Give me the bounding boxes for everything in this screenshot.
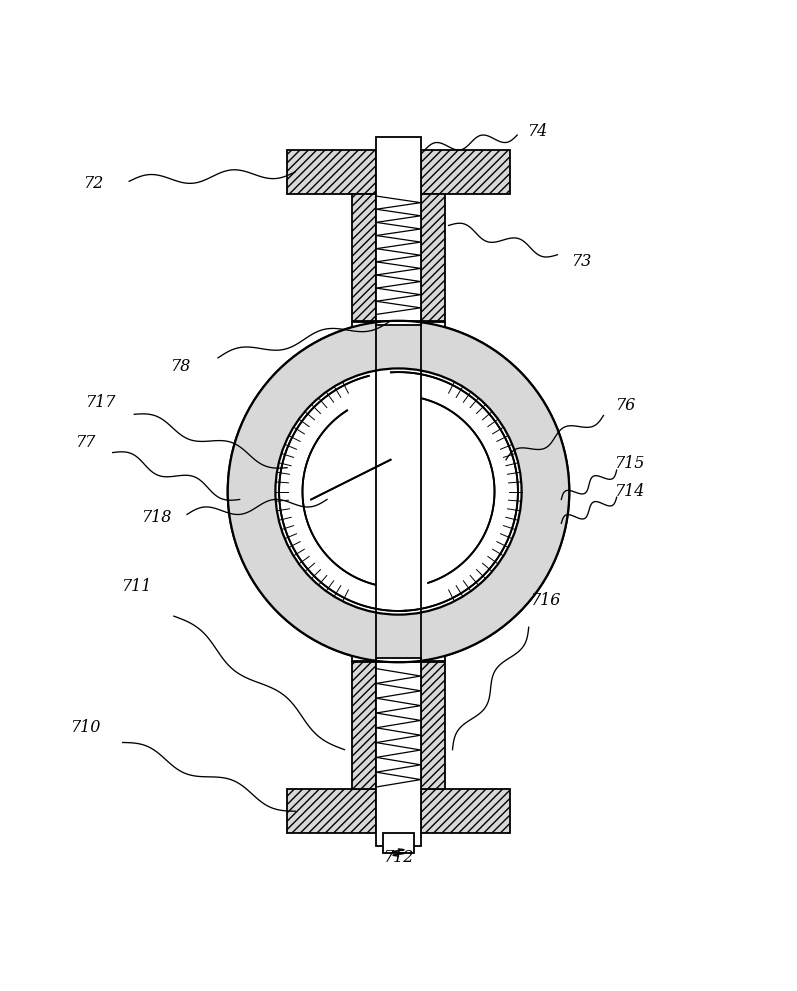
Text: 715: 715 [614, 455, 644, 473]
Bar [421, 662, 445, 790]
Bar [376, 137, 421, 325]
Bar [376, 658, 421, 846]
Text: 73: 73 [571, 253, 591, 270]
Text: 72: 72 [83, 174, 103, 192]
Bar [421, 193, 445, 321]
Text: 78: 78 [170, 358, 190, 375]
Bar [352, 321, 445, 368]
Bar [287, 150, 376, 193]
Bar [421, 150, 510, 193]
Text: 711: 711 [121, 579, 151, 596]
Circle shape [228, 321, 569, 662]
Text: 716: 716 [530, 592, 560, 608]
Bar [352, 615, 445, 661]
Text: 74: 74 [528, 123, 548, 141]
Bar [352, 193, 376, 321]
Text: 76: 76 [614, 397, 635, 414]
Circle shape [228, 321, 569, 662]
Text: 717: 717 [85, 394, 116, 411]
Text: 712: 712 [383, 849, 414, 866]
Bar [383, 833, 414, 853]
Bar [352, 662, 376, 790]
Circle shape [276, 369, 521, 614]
Text: 718: 718 [141, 509, 171, 526]
Text: 710: 710 [69, 718, 100, 736]
Bar [287, 790, 376, 833]
Circle shape [276, 369, 521, 614]
Text: 77: 77 [75, 434, 95, 451]
Bar [421, 790, 510, 833]
Text: 714: 714 [614, 483, 644, 500]
Bar [376, 321, 421, 662]
